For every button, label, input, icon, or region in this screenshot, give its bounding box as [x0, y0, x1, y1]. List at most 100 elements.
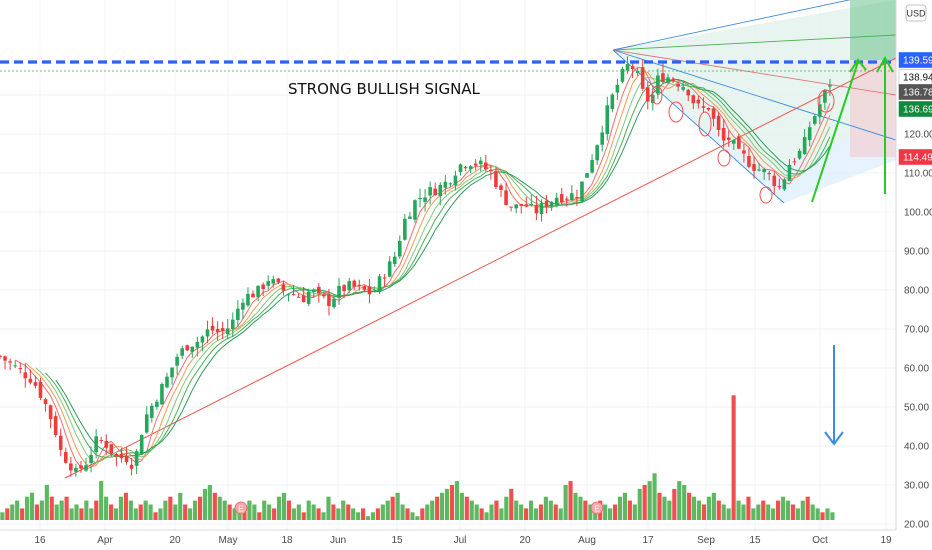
volume-bar	[34, 504, 40, 520]
volume-bar	[272, 508, 277, 520]
candle-body	[742, 150, 746, 154]
trendline[interactable]	[64, 57, 897, 479]
x-tick-label: 15	[749, 535, 761, 546]
candle-body	[89, 454, 93, 464]
price-label-box	[898, 84, 932, 100]
volume-bar	[237, 512, 242, 520]
candle-body	[413, 200, 417, 220]
volume-bar	[326, 496, 331, 520]
price-axis[interactable]: 20.00 30.00 40.00 50.00 60.00 70.00 80.00 90.00…	[895, 0, 932, 531]
up-arrow-right-head	[876, 55, 894, 73]
candle-body	[828, 85, 832, 87]
candle-body	[671, 79, 675, 82]
volume-bar	[692, 496, 697, 520]
price-label-box	[898, 52, 932, 68]
volume-bar	[400, 504, 405, 520]
volume-bar	[543, 496, 548, 520]
candle-body	[807, 127, 812, 141]
volume-bar	[815, 508, 820, 520]
volume-bar	[642, 485, 647, 520]
volume-bar	[805, 496, 810, 520]
candle-body	[8, 361, 12, 363]
candle-body	[256, 285, 260, 298]
candle-body	[767, 172, 772, 175]
volume-bar	[301, 512, 306, 520]
volume-bar	[74, 504, 79, 520]
candle-body	[347, 281, 351, 291]
volume-bar	[459, 492, 464, 520]
x-tick-label: Sep	[697, 535, 715, 546]
x-tick-label: 18	[281, 535, 293, 546]
volume-bar	[509, 488, 514, 520]
volume-bar	[696, 500, 702, 520]
time-axis[interactable]: 16 Apr 20 May 18 Jun 15 Jul 20 Aug 17 Sep 15 Oct 19	[0, 529, 896, 546]
volume-bar	[247, 500, 252, 520]
candle-body	[463, 167, 468, 169]
x-tick-label: May	[219, 535, 238, 546]
volume-bar	[49, 496, 54, 520]
y-tick-label: 120.00	[904, 130, 932, 141]
candle-body	[144, 414, 149, 433]
volume-bar	[519, 504, 524, 520]
candle-body	[605, 105, 610, 135]
candle-body	[514, 204, 518, 209]
candle-body	[509, 206, 513, 208]
drawings[interactable]	[0, 55, 896, 446]
candle-body	[696, 99, 701, 104]
candle-body	[453, 175, 458, 186]
volume-bar	[143, 500, 148, 520]
volume-bar	[741, 504, 746, 520]
volume-bar	[375, 508, 380, 520]
candle-body	[524, 204, 529, 207]
volume-bar	[751, 508, 756, 520]
candle-body	[777, 185, 782, 187]
candle-body	[306, 291, 311, 304]
candle-body	[478, 160, 483, 165]
candle-body	[69, 463, 73, 471]
earnings-marker-label: E	[238, 505, 243, 514]
candle-body	[519, 204, 524, 206]
candle-body	[630, 66, 635, 70]
x-tick-label: Apr	[97, 535, 113, 546]
candle-body	[362, 286, 367, 290]
volume-bar	[716, 500, 721, 520]
volume-bar	[795, 508, 800, 520]
candle-body	[129, 464, 134, 469]
candle-body	[170, 367, 174, 378]
volume-bar	[346, 504, 351, 520]
currency-label: USD	[906, 9, 926, 19]
volume-bar	[706, 496, 711, 520]
volume-bar	[553, 504, 558, 520]
candle-body	[332, 298, 336, 308]
candle-body	[18, 368, 23, 370]
volume-bar	[464, 496, 469, 520]
volume-bar	[257, 512, 262, 520]
volume-bar	[222, 500, 227, 520]
candle-body	[104, 440, 109, 448]
volume-bar	[267, 504, 272, 520]
volume-bar	[276, 496, 282, 520]
volume-bar	[207, 485, 212, 520]
volume-bar	[632, 504, 637, 520]
volume-bar	[390, 496, 395, 520]
candle-body	[645, 87, 650, 102]
trendline-segment	[64, 57, 897, 479]
candle-body	[84, 465, 88, 471]
candle-body	[564, 198, 569, 200]
candle-body	[600, 132, 605, 145]
volume-bar	[662, 496, 667, 520]
candle-body	[150, 405, 154, 418]
annotation-text[interactable]: STRONG BULLISH SIGNAL	[288, 80, 481, 98]
candle-body	[792, 161, 797, 163]
candle-body	[286, 294, 291, 296]
volume-bar	[637, 488, 642, 520]
volume-bar	[524, 508, 529, 520]
candle-body	[251, 293, 255, 298]
volume-bar	[252, 504, 257, 520]
candle-body	[448, 183, 453, 185]
currency-badge[interactable]: USD	[905, 4, 927, 22]
candle-body	[134, 451, 139, 466]
y-tick-label: 90.00	[904, 247, 929, 258]
